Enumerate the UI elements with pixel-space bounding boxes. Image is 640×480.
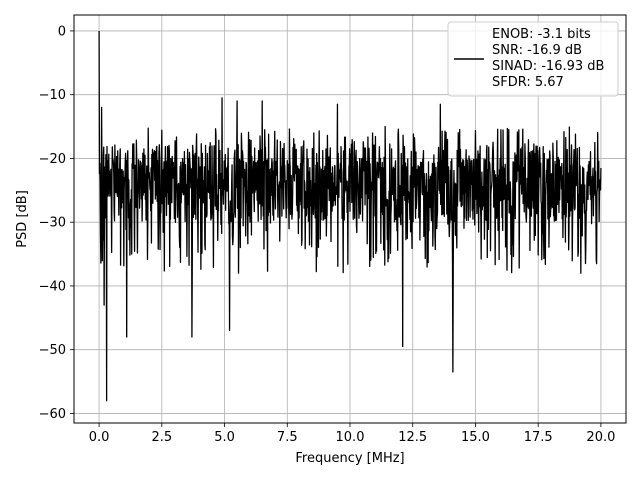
x-tick-label: 10.0 <box>336 430 365 445</box>
y-axis-label: PSD [dB] <box>15 190 30 248</box>
legend-sfdr: SFDR: 5.67 <box>492 75 564 90</box>
legend-sinad: SINAD: -16.93 dB <box>492 59 604 74</box>
legend-enob: ENOB: -3.1 bits <box>492 27 591 42</box>
y-tick-label: −50 <box>39 343 66 358</box>
series-group <box>98 30 602 402</box>
ticks: 0.0 2.5 5.0 7.5 10.0 12.5 15.0 17.5 20.0 0 −10 −20 −… <box>39 24 616 445</box>
y-tick-label: 0 <box>58 24 66 39</box>
legend: ENOB: -3.1 bits SNR: -16.9 dB SINAD: -16… <box>447 21 619 97</box>
x-tick-label: 0.0 <box>89 430 110 445</box>
legend-snr: SNR: -16.9 dB <box>492 43 582 58</box>
x-tick-label: 7.5 <box>277 430 298 445</box>
x-tick-label: 2.5 <box>151 430 172 445</box>
x-tick-label: 20.0 <box>586 430 615 445</box>
legend-box <box>447 21 619 97</box>
y-tick-label: −40 <box>39 279 66 294</box>
x-tick-label: 5.0 <box>214 430 235 445</box>
psd-series-line <box>98 30 602 402</box>
x-tick-label: 12.5 <box>398 430 427 445</box>
x-tick-label: 15.0 <box>461 430 490 445</box>
x-axis-label: Frequency [MHz] <box>295 451 404 466</box>
y-tick-label: −10 <box>39 88 66 103</box>
y-tick-label: −60 <box>39 407 66 422</box>
x-tick-label: 17.5 <box>524 430 553 445</box>
y-tick-label: −20 <box>39 152 66 167</box>
y-tick-label: −30 <box>39 216 66 231</box>
